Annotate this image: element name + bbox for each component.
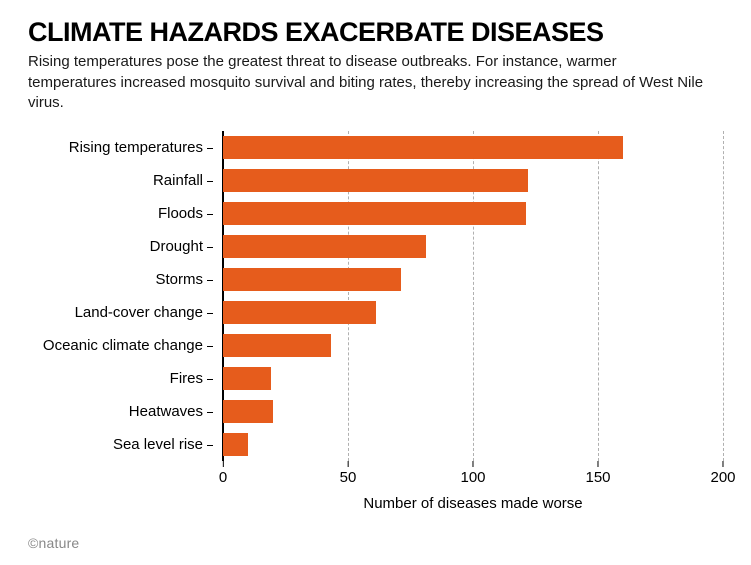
x-tick: 0 bbox=[219, 461, 227, 486]
bar-row: Drought bbox=[223, 235, 723, 259]
bar bbox=[223, 202, 526, 226]
bar bbox=[223, 301, 376, 325]
bar bbox=[223, 235, 426, 259]
bar-label: Fires bbox=[170, 370, 223, 387]
bar bbox=[223, 334, 331, 358]
bar-row: Land-cover change bbox=[223, 301, 723, 325]
x-tick: 50 bbox=[340, 461, 357, 486]
credit: ©nature bbox=[28, 535, 79, 551]
bar-row: Sea level rise bbox=[223, 433, 723, 457]
bar-label: Heatwaves bbox=[129, 403, 223, 420]
bar-label: Land-cover change bbox=[75, 304, 223, 321]
bar-label: Rising temperatures bbox=[69, 139, 223, 156]
bar-row: Storms bbox=[223, 268, 723, 292]
bar bbox=[223, 169, 528, 193]
bar bbox=[223, 400, 273, 424]
x-axis-ticks: 050100150200 bbox=[28, 461, 723, 489]
bar-row: Rainfall bbox=[223, 169, 723, 193]
bar-row: Rising temperatures bbox=[223, 136, 723, 160]
x-tick: 200 bbox=[710, 461, 735, 486]
bar bbox=[223, 433, 248, 457]
gridline bbox=[723, 131, 724, 461]
bar-label: Rainfall bbox=[153, 172, 223, 189]
bar-label: Oceanic climate change bbox=[43, 337, 223, 354]
chart-subtitle: Rising temperatures pose the greatest th… bbox=[28, 52, 708, 113]
bar-label: Drought bbox=[150, 238, 223, 255]
bar-row: Floods bbox=[223, 202, 723, 226]
x-tick: 100 bbox=[460, 461, 485, 486]
bar-row: Heatwaves bbox=[223, 400, 723, 424]
bar bbox=[223, 367, 271, 391]
bar-label: Sea level rise bbox=[113, 436, 223, 453]
bar-row: Oceanic climate change bbox=[223, 334, 723, 358]
bar-label: Floods bbox=[158, 205, 223, 222]
bars-container: Rising temperatures Rainfall Floods Drought… bbox=[223, 131, 723, 461]
chart-plot: Rising temperaturesRainfallFloodsDrought… bbox=[28, 131, 723, 461]
bar-label: Storms bbox=[155, 271, 223, 288]
bar bbox=[223, 268, 401, 292]
bar-row: Fires bbox=[223, 367, 723, 391]
chart-title: CLIMATE HAZARDS EXACERBATE DISEASES bbox=[28, 18, 723, 46]
x-tick: 150 bbox=[585, 461, 610, 486]
x-axis-label: Number of diseases made worse bbox=[223, 495, 723, 512]
bar bbox=[223, 136, 623, 160]
chart-area: Rising temperaturesRainfallFloodsDrought… bbox=[28, 131, 723, 512]
